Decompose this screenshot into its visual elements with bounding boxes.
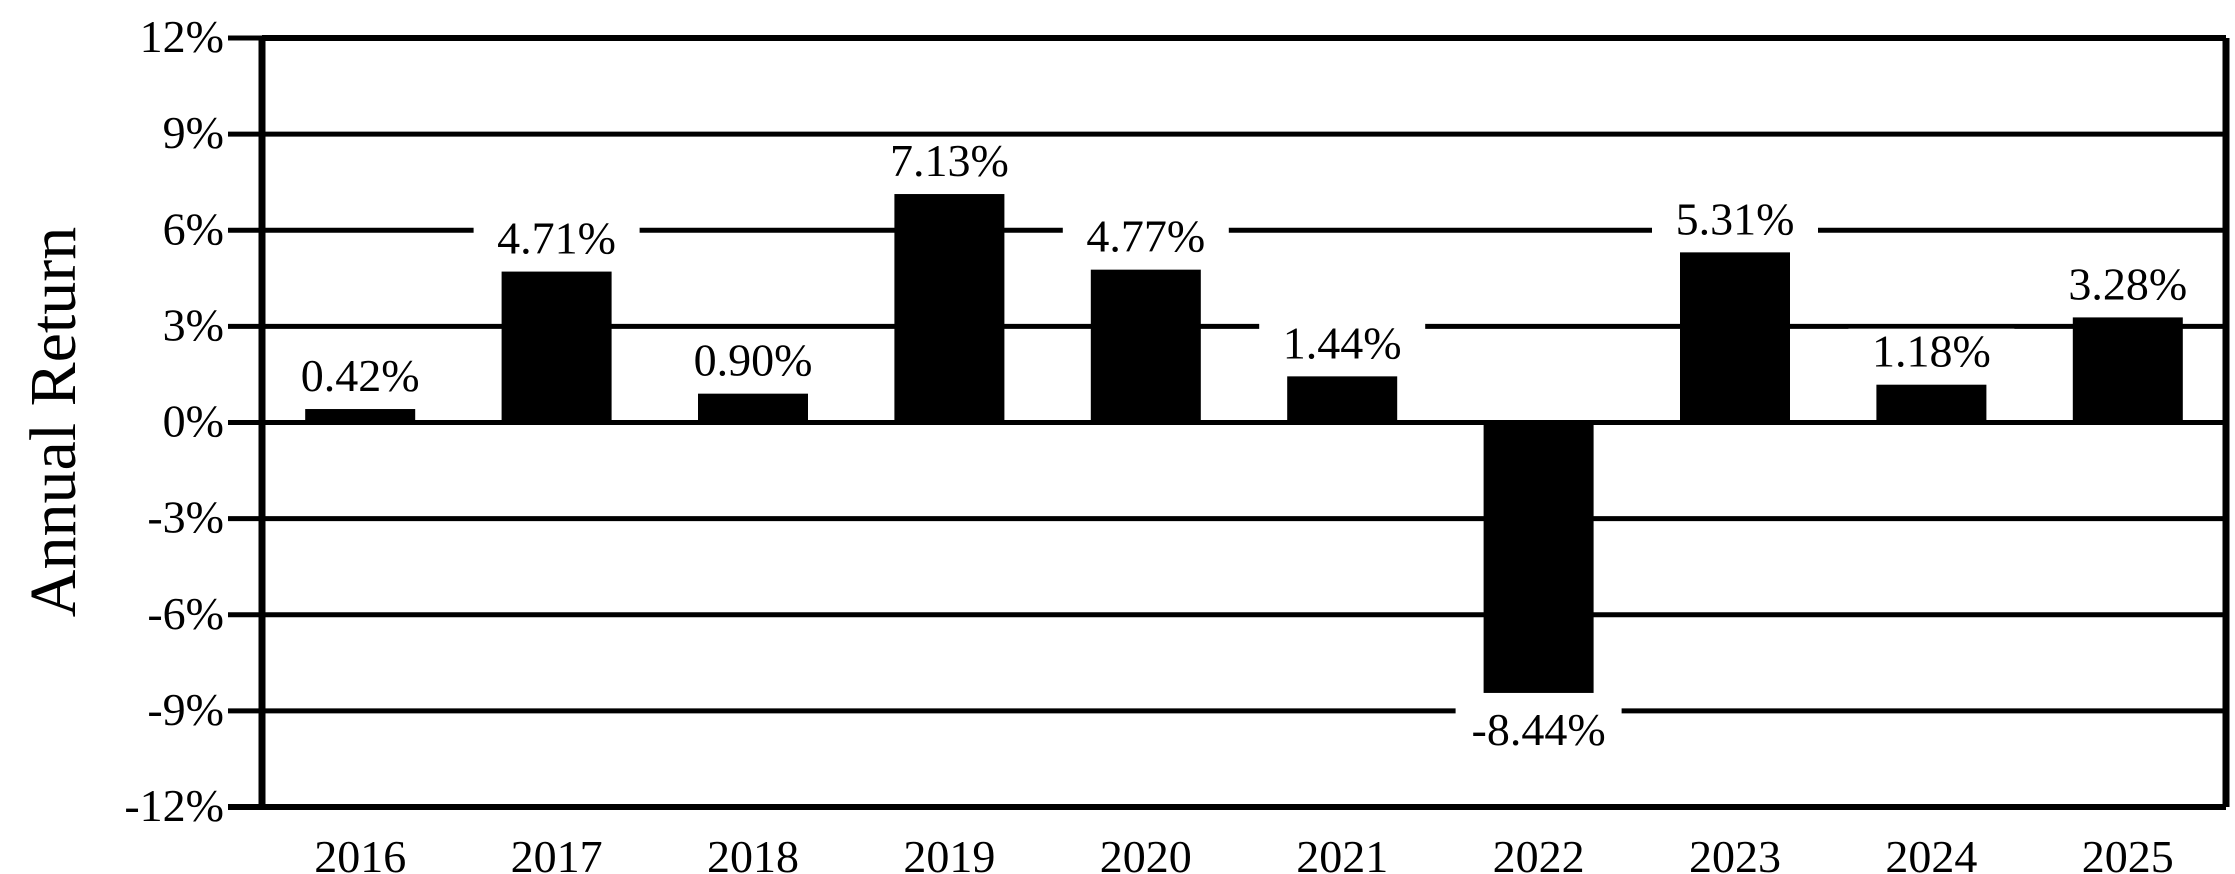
x-tick-label: 2023 (1689, 831, 1781, 874)
y-tick-label: 9% (163, 107, 224, 158)
data-label-background (473, 215, 640, 264)
x-tick-label: 2018 (707, 831, 799, 874)
y-tick-label: 12% (140, 11, 224, 62)
bar (1287, 376, 1398, 423)
data-label: 4.71% (497, 213, 616, 264)
y-axis-title: Annual Return (17, 227, 90, 617)
y-tick-label: -6% (147, 588, 224, 639)
bar (2072, 317, 2183, 423)
data-label: 7.13% (890, 135, 1009, 186)
data-label: 3.28% (2068, 258, 2187, 309)
data-label-background (1848, 328, 2015, 377)
bar (1680, 252, 1790, 423)
data-label-background (1062, 213, 1229, 262)
data-label-background (1259, 320, 1426, 369)
y-tick-label: 6% (163, 203, 224, 254)
data-label: -8.44% (1472, 704, 1606, 755)
bar (1090, 269, 1201, 423)
x-tick-label: 2016 (314, 831, 406, 874)
x-tick-label: 2017 (511, 831, 603, 874)
x-tick-label: 2019 (903, 831, 995, 874)
y-tick-label: -9% (147, 684, 224, 735)
x-tick-label: 2021 (1296, 831, 1388, 874)
bar (698, 393, 808, 423)
x-tick-label: 2025 (2082, 831, 2174, 874)
data-label-background (866, 138, 1033, 187)
data-label: 4.77% (1086, 211, 1205, 262)
y-tick-label: 0% (163, 396, 224, 447)
data-label: 0.42% (301, 350, 420, 401)
data-label-background (1455, 706, 1622, 755)
axes: 12% 9% 6% 3% 0% -3% -6% -9% -12% 2016 2017 2018 2019… (124, 11, 2230, 874)
y-tick-label: 3% (163, 299, 224, 350)
x-tick-label: 2020 (1100, 831, 1192, 874)
bar (894, 194, 1005, 423)
bar (1876, 384, 1987, 423)
y-tick-label: -3% (147, 492, 224, 543)
x-tick-label: 2024 (1885, 831, 1977, 874)
bar (305, 409, 416, 423)
data-labels: 0.42% 4.71% 0.90% 7.13% 4.77% 1.44% -8.44% 5.31… (277, 135, 2211, 755)
bar (501, 271, 612, 423)
data-label-background (277, 353, 444, 402)
x-tick-label: 2022 (1493, 831, 1585, 874)
data-label: 0.90% (694, 335, 813, 386)
bars (305, 194, 2183, 693)
data-label-background (2044, 261, 2211, 310)
data-label: 1.44% (1283, 317, 1402, 368)
y-tick-label: -12% (124, 780, 224, 831)
bar (1483, 422, 1594, 693)
data-label-background (670, 337, 836, 386)
data-label-background (1652, 196, 1818, 245)
data-label: 1.18% (1872, 326, 1991, 377)
data-label: 5.31% (1676, 193, 1795, 244)
